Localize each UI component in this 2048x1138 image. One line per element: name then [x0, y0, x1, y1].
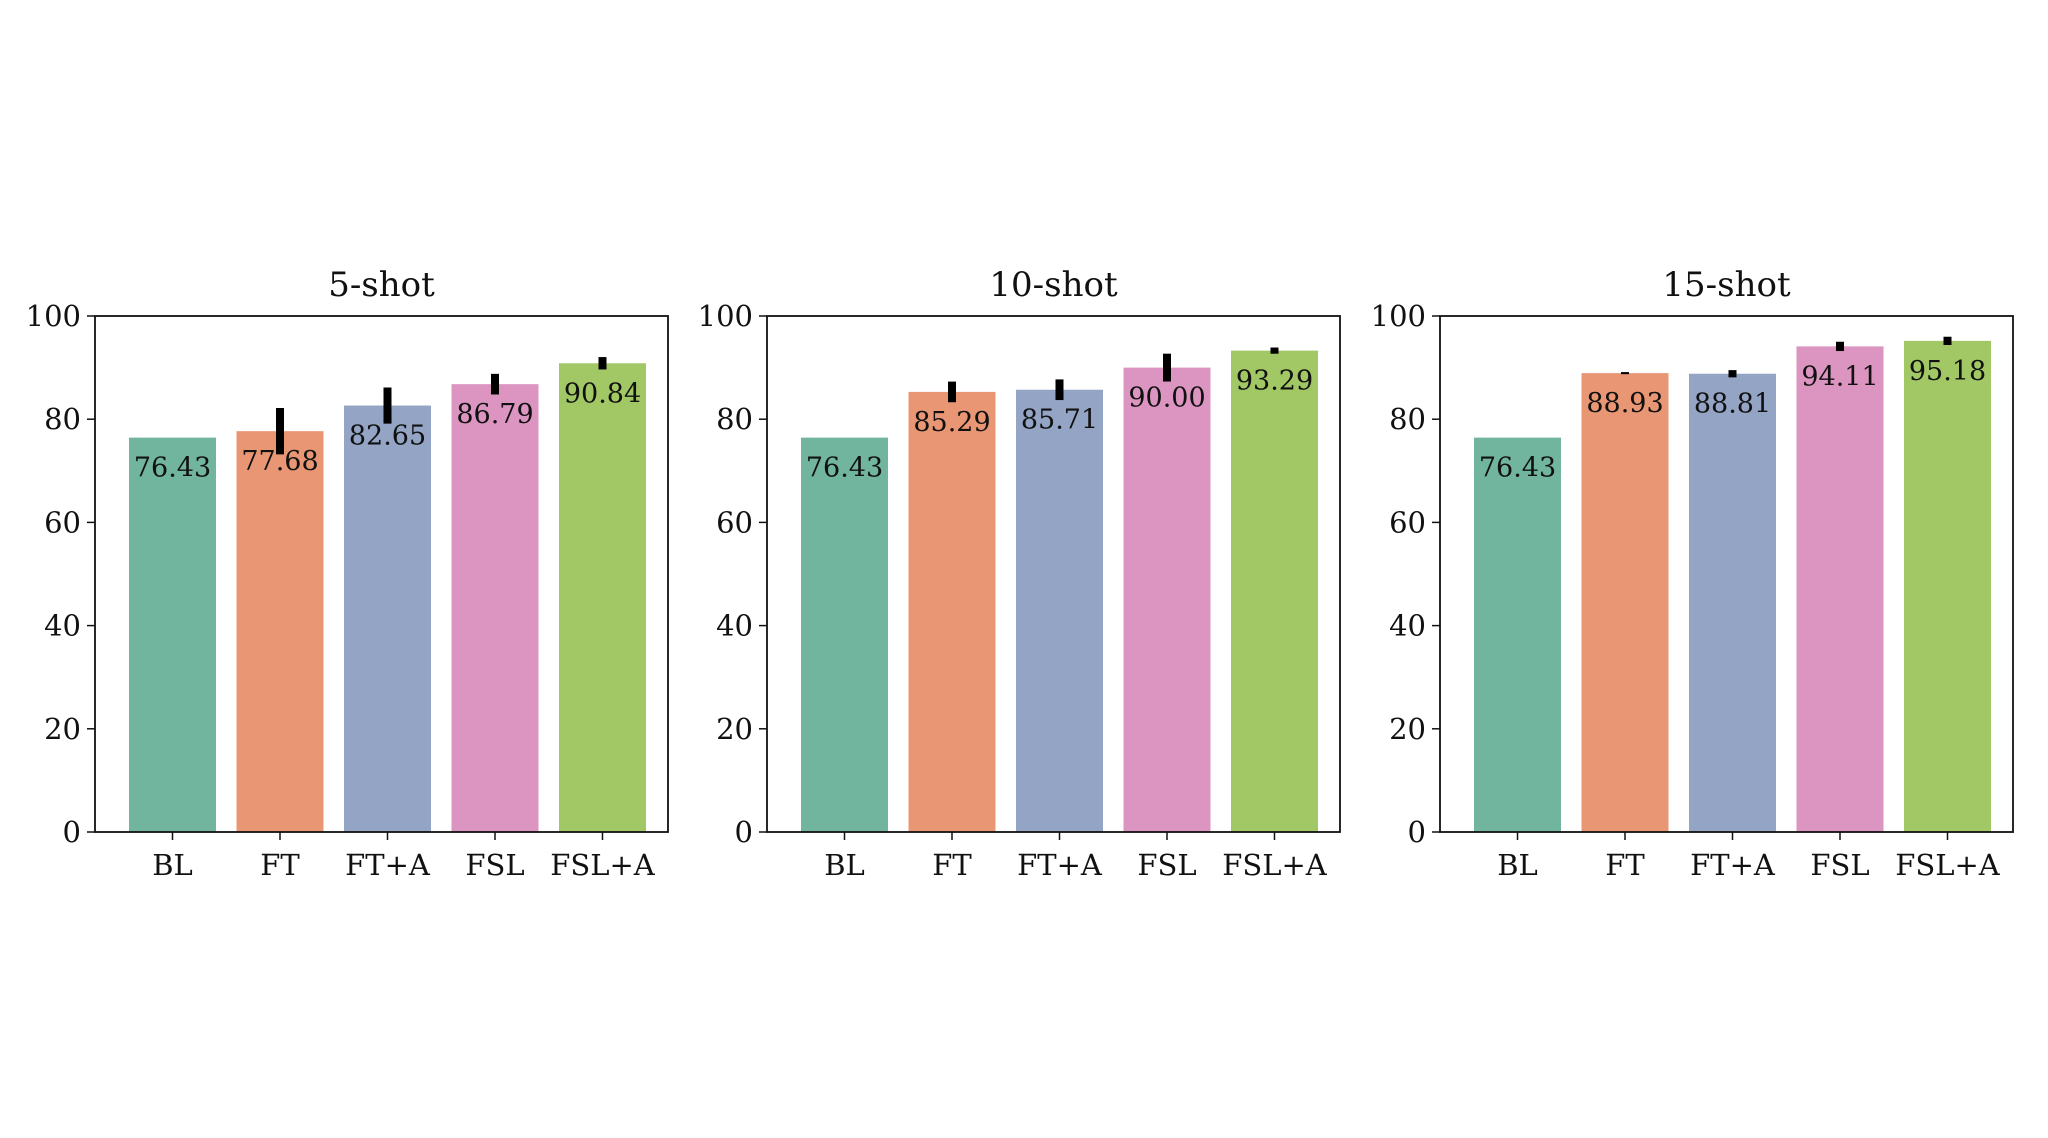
panel-3-bar-bl [1474, 437, 1561, 832]
panel-3-x-tick-label-ft-plus-a: FT+A [1690, 848, 1776, 882]
panel-1-axes-frame [94, 315, 669, 833]
panel-3-bar-fsl [1796, 346, 1884, 832]
panel-2-value-label-fsl: 90.00 [1128, 383, 1205, 414]
panel-3-y-tick-label-100: 100 [1371, 299, 1426, 333]
panel-3-value-label-ft-plus-a: 88.81 [1694, 389, 1771, 420]
panel-1-bar-fsl-plus-a [559, 363, 646, 832]
panel-2-y-tick-label-100: 100 [698, 299, 753, 333]
panel-3-axes-frame [1439, 315, 2014, 833]
panel-3-y-tick-label-20: 20 [1389, 712, 1426, 746]
panel-1-value-label-ft: 77.68 [241, 446, 318, 477]
panel-1-x-tick-label-fsl: FSL [465, 848, 524, 882]
panel-3-x-tick-label-fsl-plus-a: FSL+A [1895, 848, 2001, 882]
panel-1-x-tick-label-ft: FT [260, 848, 300, 882]
panel-2-x-tick-label-fsl-plus-a: FSL+A [1222, 848, 1328, 882]
panel-1-bar-bl [129, 437, 216, 832]
panel-1-bar-ft-plus-a [344, 405, 431, 832]
panel-3-value-label-ft: 88.93 [1586, 388, 1663, 419]
panel-3: 15-shot 76.43 BL 88.93 FT 88.81 FT+A 94.11 FSL 95… [1371, 265, 2014, 882]
panel-2-y-tick-label-80: 80 [716, 402, 753, 436]
panel-2-x-tick-label-bl: BL [824, 848, 865, 882]
panel-1-y-tick-label-60: 60 [44, 505, 81, 539]
panel-2-y-tick-label-40: 40 [716, 609, 753, 643]
panel-2-bar-ft [908, 391, 996, 832]
panel-3-x-tick-label-bl: BL [1497, 848, 1538, 882]
panel-1-value-label-ft-plus-a: 82.65 [349, 421, 426, 452]
panel-1-y-tick-label-0: 0 [63, 815, 81, 849]
panel-1-y-tick-label-80: 80 [44, 402, 81, 436]
panel-3-title: 15-shot [1662, 265, 1791, 305]
panel-3-y-tick-label-60: 60 [1389, 505, 1426, 539]
panel-2-bar-bl [801, 437, 888, 832]
panel-2-bar-fsl-plus-a [1231, 350, 1318, 832]
panel-2-x-tick-label-ft-plus-a: FT+A [1017, 848, 1103, 882]
panel-3-y-tick-label-40: 40 [1389, 609, 1426, 643]
panel-1-title: 5-shot [328, 265, 435, 305]
panel-2-value-label-bl: 76.43 [806, 453, 883, 484]
panel-1-x-tick-label-ft-plus-a: FT+A [345, 848, 431, 882]
panel-1: 5-shot 76.43 BL 77.68 FT 82.65 FT+A 86.79 FSL 90.… [26, 265, 669, 882]
panel-1-value-label-fsl: 86.79 [456, 399, 533, 430]
panel-3-y-tick-label-0: 0 [1408, 815, 1426, 849]
panel-1-bar-ft [236, 431, 324, 832]
panel-1-x-tick-label-fsl-plus-a: FSL+A [550, 848, 656, 882]
panel-1-value-label-fsl-plus-a: 90.84 [564, 378, 641, 409]
panel-1-bar-fsl [451, 384, 539, 832]
panel-2-y-tick-label-20: 20 [716, 712, 753, 746]
panel-2-value-label-ft-plus-a: 85.71 [1021, 405, 1098, 436]
panel-2-x-tick-label-ft: FT [932, 848, 972, 882]
panel-1-x-tick-label-bl: BL [152, 848, 193, 882]
panel-3-x-tick-label-ft: FT [1605, 848, 1645, 882]
panel-2-y-tick-label-0: 0 [735, 815, 753, 849]
panel-2-bar-fsl [1123, 367, 1211, 832]
panel-1-y-tick-label-100: 100 [26, 299, 81, 333]
panel-1-y-tick-label-20: 20 [44, 712, 81, 746]
panel-1-value-label-bl: 76.43 [134, 453, 211, 484]
panel-3-y-tick-label-80: 80 [1389, 402, 1426, 436]
panel-2-title: 10-shot [989, 265, 1118, 305]
panel-2-bar-ft-plus-a [1016, 389, 1103, 832]
panel-2: 10-shot 76.43 BL 85.29 FT 85.71 FT+A 90.00 FSL 93… [698, 265, 1341, 882]
panel-3-x-tick-label-fsl: FSL [1810, 848, 1869, 882]
panel-1-y-tick-label-40: 40 [44, 609, 81, 643]
panel-3-bar-fsl-plus-a [1904, 340, 1991, 832]
panel-3-bar-ft [1581, 373, 1669, 832]
panel-2-axes-frame [766, 315, 1341, 833]
panel-3-bar-ft-plus-a [1689, 373, 1776, 832]
panel-2-x-tick-label-fsl: FSL [1137, 848, 1196, 882]
panel-2-value-label-fsl-plus-a: 93.29 [1236, 366, 1313, 397]
panel-3-value-label-fsl-plus-a: 95.18 [1909, 356, 1986, 387]
panel-3-value-label-bl: 76.43 [1479, 453, 1556, 484]
panel-2-value-label-ft: 85.29 [913, 407, 990, 438]
panel-3-value-label-fsl: 94.11 [1801, 361, 1878, 392]
panel-2-y-tick-label-60: 60 [716, 505, 753, 539]
